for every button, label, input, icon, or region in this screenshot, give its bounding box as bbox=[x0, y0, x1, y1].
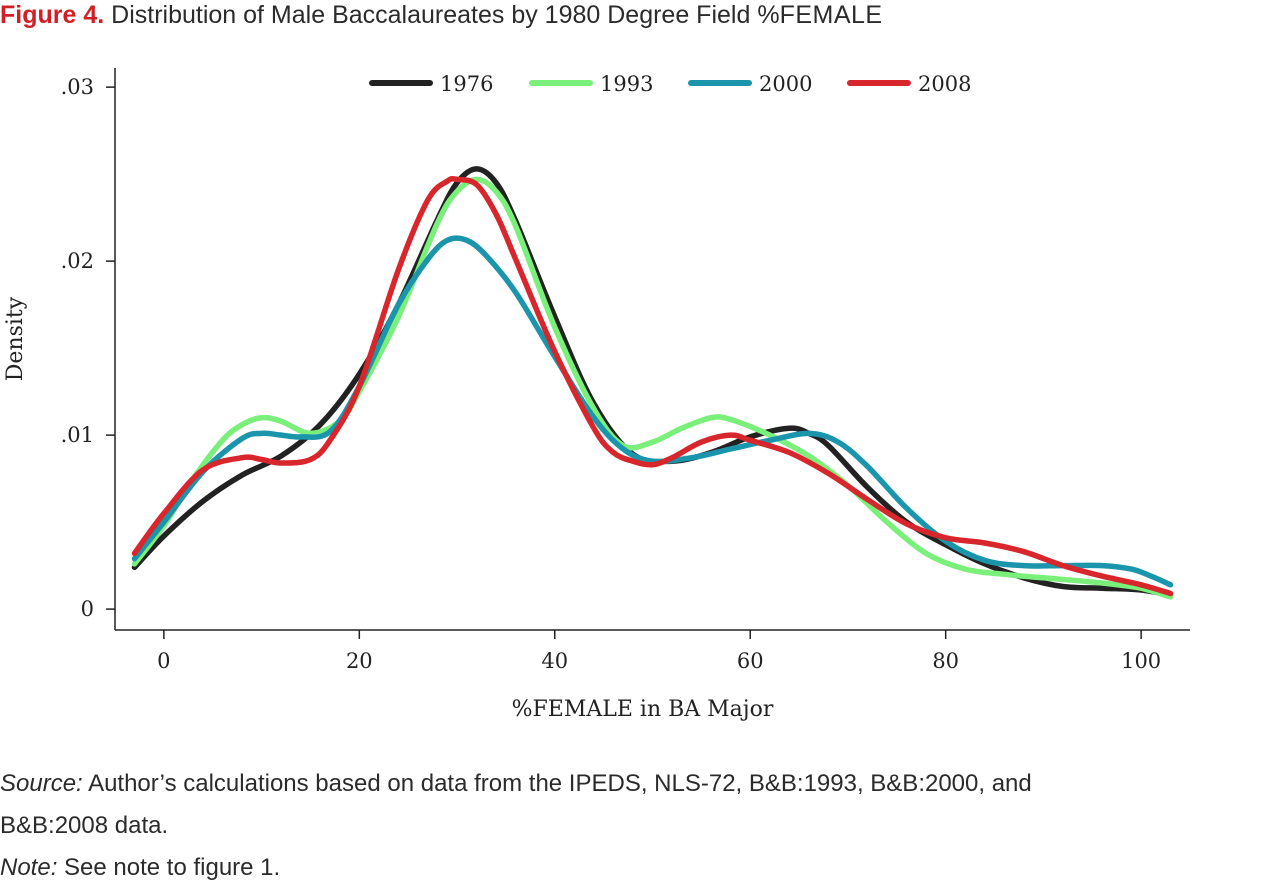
note-caption: Note: See note to figure 1. bbox=[0, 852, 1280, 884]
legend-label-1993: 1993 bbox=[600, 72, 653, 96]
note-lead: Note: bbox=[0, 854, 58, 881]
figure-title-smallcaps: FEMALE bbox=[779, 1, 883, 29]
series-line-1976 bbox=[131, 166, 1174, 598]
source-line-2: B&B:2008 data. bbox=[0, 812, 169, 839]
figure-label: Figure 4. bbox=[0, 1, 105, 29]
figure-title-main: Distribution of Male Baccalaureates by 1… bbox=[111, 1, 780, 29]
figure-title: Figure 4. Distribution of Male Baccalaur… bbox=[0, 0, 1280, 30]
source-caption: Source: Author’s calculations based on d… bbox=[0, 768, 1280, 800]
series-line-2008 bbox=[131, 175, 1174, 597]
chart-legend: 1976 1993 2000 2008 bbox=[369, 72, 971, 96]
source-line-1: Author’s calculations based on data from… bbox=[88, 770, 1032, 797]
source-caption-cont: B&B:2008 data. bbox=[0, 810, 1280, 842]
x-tick-label: 60 bbox=[737, 649, 764, 673]
note-text: See note to figure 1. bbox=[64, 854, 281, 881]
series-line-2000 bbox=[131, 235, 1174, 588]
y-axis-label: Density bbox=[3, 296, 28, 381]
series-line-1993 bbox=[131, 176, 1174, 600]
y-tick-label: .02 bbox=[61, 249, 94, 273]
chart-axes: 0 20 40 60 80 100 0 .01 .02 .03 %FEMALE in BA Majo… bbox=[3, 68, 1190, 722]
x-tick-label: 0 bbox=[157, 649, 170, 673]
y-tick-label: 0 bbox=[81, 597, 94, 621]
x-tick-label: 100 bbox=[1121, 649, 1161, 673]
x-tick-label: 80 bbox=[932, 649, 959, 673]
y-tick-label: .03 bbox=[61, 75, 94, 99]
x-tick-label: 20 bbox=[346, 649, 373, 673]
chart-series-lines bbox=[131, 166, 1174, 600]
legend-label-2000: 2000 bbox=[759, 72, 812, 96]
x-axis-label: %FEMALE in BA Major bbox=[512, 697, 774, 722]
legend-label-2008: 2008 bbox=[918, 72, 971, 96]
source-lead: Source: bbox=[0, 770, 83, 797]
x-tick-label: 40 bbox=[541, 649, 568, 673]
density-chart: 0 20 40 60 80 100 0 .01 .02 .03 %FEMALE in BA Majo… bbox=[3, 68, 1190, 722]
y-tick-label: .01 bbox=[61, 423, 94, 447]
legend-label-1976: 1976 bbox=[440, 72, 493, 96]
